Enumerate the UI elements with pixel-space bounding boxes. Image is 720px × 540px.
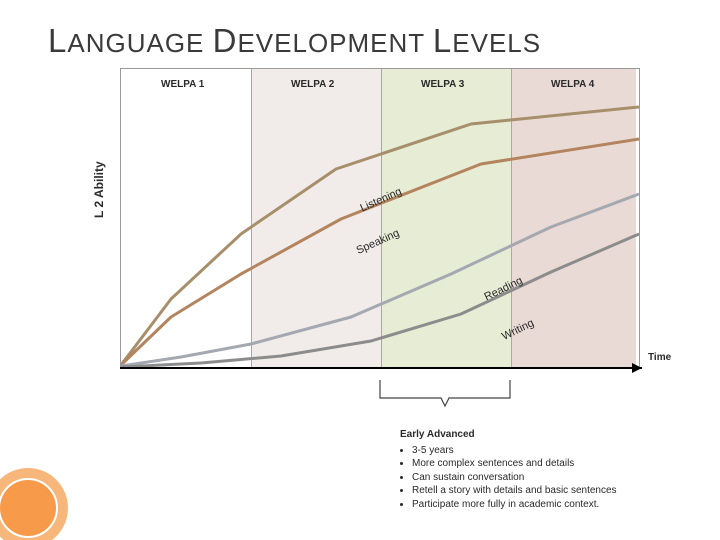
callout-list: 3-5 yearsMore complex sentences and deta… bbox=[400, 444, 617, 512]
callout-item-3: Retell a story with details and basic se… bbox=[412, 484, 617, 498]
callout-item-1: More complex sentences and details bbox=[412, 457, 617, 471]
callout-item-4: Participate more fully in academic conte… bbox=[412, 498, 617, 512]
callout-item-0: 3-5 years bbox=[412, 444, 617, 458]
callout-item-2: Can sustain conversation bbox=[412, 471, 617, 485]
decor-disc bbox=[0, 480, 56, 536]
callout-heading: Early Advanced bbox=[400, 428, 617, 442]
callout-early-advanced: Early Advanced 3-5 yearsMore complex sent… bbox=[400, 428, 617, 511]
